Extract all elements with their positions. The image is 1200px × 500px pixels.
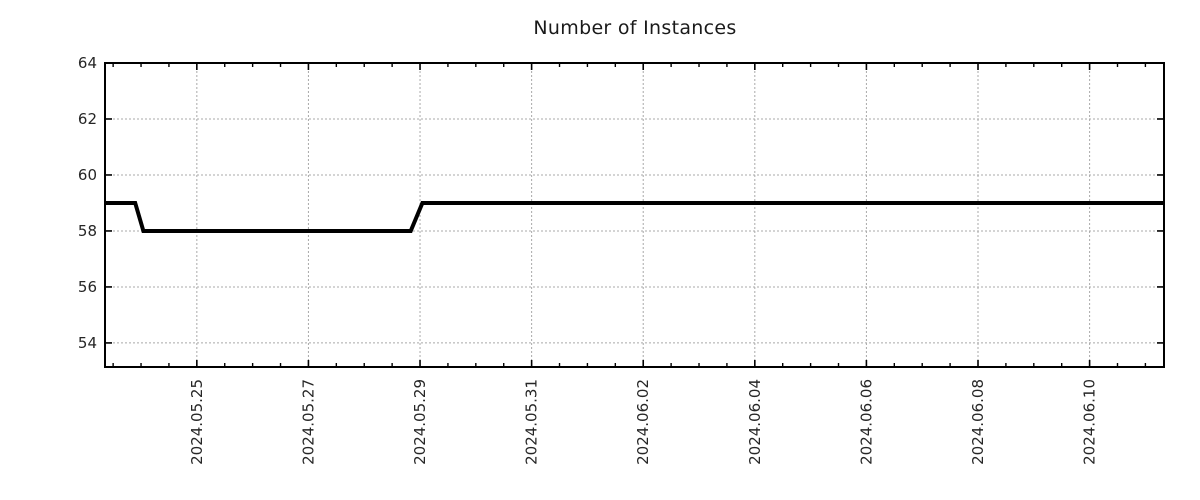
x-tick-label: 2024.06.06 bbox=[857, 379, 875, 465]
x-tick-label: 2024.05.29 bbox=[411, 379, 429, 465]
y-tick-label: 56 bbox=[78, 278, 97, 296]
x-tick-label: 2024.06.04 bbox=[746, 379, 764, 465]
series-line-instances bbox=[105, 201, 1164, 233]
x-tick-label: 2024.05.31 bbox=[523, 379, 541, 465]
x-tick-label: 2024.06.02 bbox=[634, 379, 652, 465]
y-tick-label: 62 bbox=[78, 110, 97, 128]
x-tick-label: 2024.06.10 bbox=[1081, 379, 1099, 465]
x-tick-label: 2024.05.27 bbox=[299, 379, 317, 465]
y-tick-label: 60 bbox=[78, 166, 97, 184]
x-tick-label: 2024.06.08 bbox=[969, 379, 987, 465]
y-tick-label: 54 bbox=[78, 334, 97, 352]
y-tick-label: 58 bbox=[78, 222, 97, 240]
x-tick-label: 2024.05.25 bbox=[188, 379, 206, 465]
chart-title: Number of Instances bbox=[533, 17, 737, 39]
y-tick-label: 64 bbox=[78, 54, 97, 72]
plot-border bbox=[104, 62, 1165, 368]
